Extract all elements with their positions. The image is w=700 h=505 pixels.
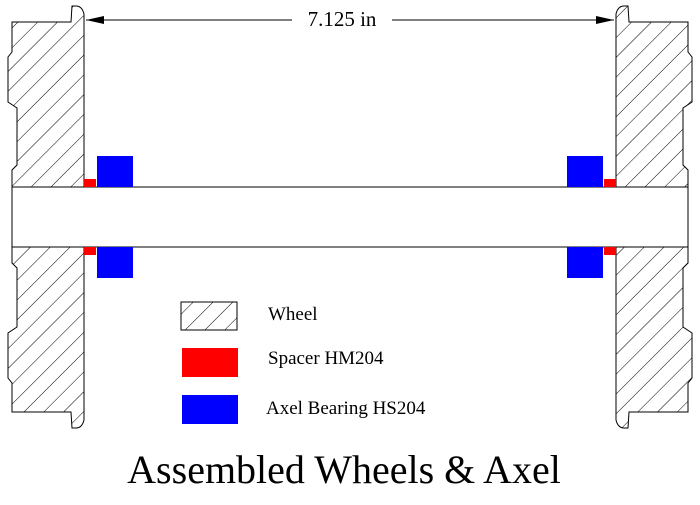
right-wheel-upper bbox=[615, 5, 693, 188]
axel bbox=[11, 186, 689, 248]
legend-swatch-spacer bbox=[182, 348, 238, 377]
spacer-right-upper bbox=[604, 179, 616, 187]
dimension-label: 7.125 in bbox=[308, 7, 377, 31]
legend-swatch-bearing bbox=[182, 395, 238, 424]
left-wheel-lower bbox=[7, 246, 85, 429]
legend: Wheel Spacer HM204 Axel Bearing HS204 bbox=[180, 301, 426, 424]
legend-label-bearing: Axel Bearing HS204 bbox=[266, 398, 426, 419]
dimension-arrow-left bbox=[86, 16, 104, 24]
drawing-title: Assembled Wheels & Axel bbox=[127, 447, 561, 492]
bearing-left-upper bbox=[97, 156, 133, 187]
bearing-left-lower bbox=[97, 247, 133, 278]
right-wheel-lower bbox=[615, 246, 693, 429]
left-wheel-upper bbox=[7, 5, 85, 188]
spacer-right-lower bbox=[604, 247, 616, 255]
spacer-left-upper bbox=[84, 179, 96, 187]
dimension-line: 7.125 in bbox=[86, 7, 614, 31]
bearing-right-lower bbox=[567, 247, 603, 278]
bearings bbox=[97, 156, 603, 278]
bearing-right-upper bbox=[567, 156, 603, 187]
legend-label-wheel: Wheel bbox=[268, 304, 318, 325]
legend-swatch-wheel bbox=[180, 301, 238, 331]
dimension-arrow-right bbox=[596, 16, 614, 24]
spacer-left-lower bbox=[84, 247, 96, 255]
spacers bbox=[84, 179, 616, 255]
legend-label-spacer: Spacer HM204 bbox=[268, 348, 384, 369]
